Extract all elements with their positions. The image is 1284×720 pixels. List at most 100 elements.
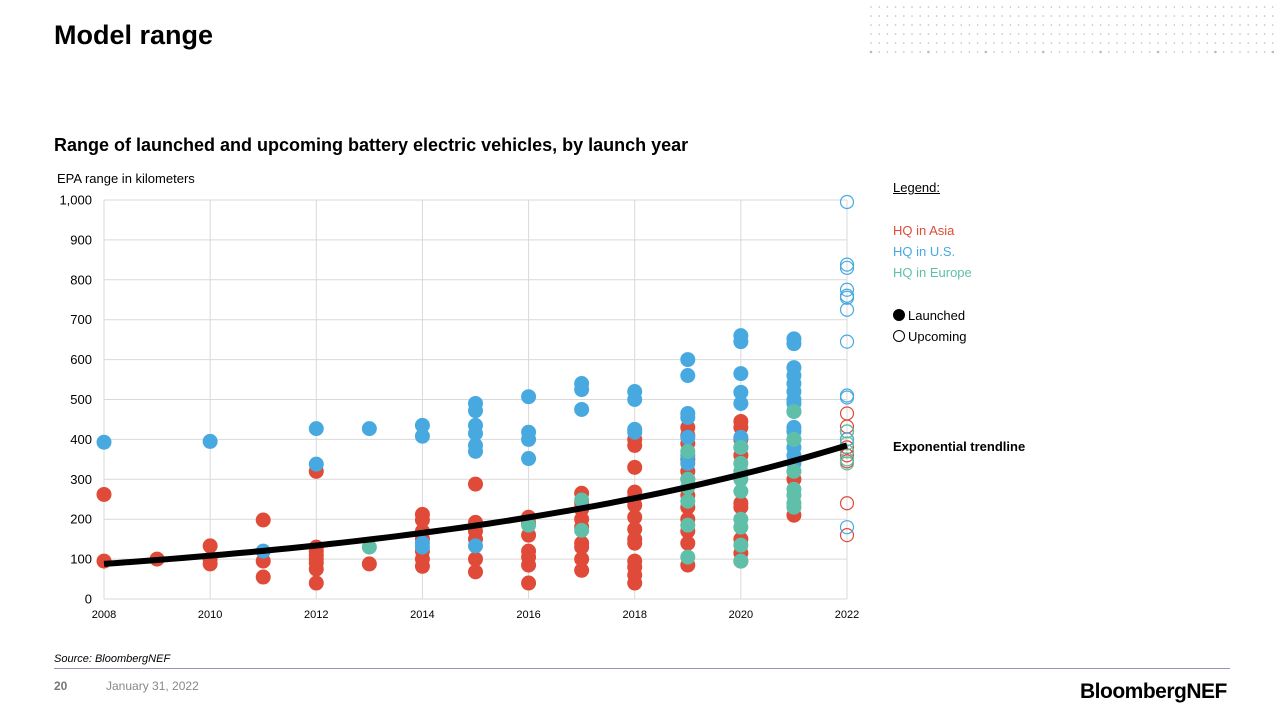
decor-dot xyxy=(1034,51,1036,53)
decor-dot xyxy=(1214,24,1217,26)
decor-dot xyxy=(1206,51,1208,53)
decor-dot xyxy=(878,33,880,35)
decor-dot xyxy=(1116,33,1118,35)
data-point-launched xyxy=(786,403,802,419)
decor-dot xyxy=(1214,33,1217,35)
decor-dot xyxy=(952,6,954,8)
x-tick-label: 2022 xyxy=(835,609,859,621)
decor-dot xyxy=(1075,51,1077,53)
y-axis-label: EPA range in kilometers xyxy=(57,171,195,186)
y-tick-label: 1,000 xyxy=(59,193,92,208)
data-point-launched xyxy=(627,509,643,525)
decor-dot xyxy=(1222,33,1225,35)
decor-dot xyxy=(1132,15,1135,17)
filled-circle-icon xyxy=(893,309,905,321)
decor-dot xyxy=(1067,33,1069,35)
data-point-launched xyxy=(574,401,590,417)
decor-dot xyxy=(1050,33,1053,35)
decor-dot xyxy=(927,24,930,26)
decor-dot xyxy=(1058,6,1061,8)
decor-dot xyxy=(903,51,905,53)
data-point-launched xyxy=(468,443,483,459)
decor-dot xyxy=(903,24,905,26)
decor-dot xyxy=(903,6,905,8)
decor-dot xyxy=(1181,51,1184,53)
data-point-upcoming xyxy=(839,528,855,543)
data-point-upcoming xyxy=(839,424,855,439)
decor-dot xyxy=(968,6,971,8)
decor-dot xyxy=(968,33,971,35)
data-point-launched xyxy=(468,476,483,492)
decor-dot xyxy=(1017,6,1020,8)
decor-dot xyxy=(1165,42,1167,44)
decor-dot xyxy=(1206,24,1208,26)
open-circle-icon xyxy=(893,330,905,342)
y-tick-label: 400 xyxy=(70,432,92,447)
decor-dot xyxy=(878,15,880,17)
data-point-launched xyxy=(680,455,696,471)
decor-dot xyxy=(886,51,889,53)
decor-dot xyxy=(1222,6,1225,8)
data-point-launched xyxy=(574,551,590,567)
data-point-launched xyxy=(627,424,643,440)
decor-dot xyxy=(1009,6,1012,8)
decor-dot xyxy=(1132,33,1135,35)
decor-dot xyxy=(1181,33,1184,35)
decor-dot xyxy=(935,24,938,26)
decor-dot xyxy=(927,6,930,8)
decor-dot xyxy=(1190,15,1192,17)
trendline-label: Exponential trendline xyxy=(893,439,1026,454)
decor-dot xyxy=(1190,42,1192,44)
decor-dot xyxy=(1165,15,1167,17)
decor-dot xyxy=(1017,15,1020,17)
data-point-launched xyxy=(680,517,696,533)
decor-dot xyxy=(960,33,962,35)
decor-dot xyxy=(927,42,930,44)
data-point-launched xyxy=(574,562,590,578)
decor-dot xyxy=(1157,24,1159,26)
data-point-launched xyxy=(521,517,537,533)
data-point-launched xyxy=(680,535,696,551)
data-point-launched xyxy=(786,431,802,447)
decor-dot xyxy=(1263,33,1266,35)
data-point-upcoming xyxy=(839,257,855,272)
data-point-launched xyxy=(468,551,483,567)
x-tick-label: 2016 xyxy=(516,609,540,621)
decor-dot xyxy=(968,15,971,17)
decor-dot xyxy=(1140,24,1143,26)
data-point-launched xyxy=(96,486,112,502)
decor-dot xyxy=(1042,33,1044,35)
decor-dot xyxy=(911,42,913,44)
decor-dot xyxy=(1247,33,1249,35)
decor-dot xyxy=(944,24,946,26)
decor-dot xyxy=(919,6,921,8)
decor-dot xyxy=(903,42,905,44)
data-point-launched xyxy=(786,463,802,479)
decor-dot xyxy=(1222,51,1225,53)
decor-dot xyxy=(1132,6,1135,8)
data-point-launched xyxy=(521,557,537,573)
data-point-upcoming xyxy=(839,452,855,467)
decor-dot xyxy=(1140,33,1143,35)
decor-dot xyxy=(1009,15,1012,17)
decor-dot xyxy=(1017,24,1020,26)
decor-dot xyxy=(935,51,938,53)
decor-dot xyxy=(1009,42,1012,44)
y-tick-label: 100 xyxy=(70,552,92,567)
decor-dot xyxy=(919,51,921,53)
decor-dot xyxy=(952,15,954,17)
y-tick-label: 200 xyxy=(70,512,92,527)
decor-dot xyxy=(1034,6,1036,8)
decor-dot xyxy=(935,15,938,17)
decor-dot xyxy=(886,6,889,8)
decor-dot xyxy=(886,33,889,35)
footer-divider xyxy=(54,668,1230,669)
data-point-launched xyxy=(521,389,537,405)
legend-upcoming-label: Upcoming xyxy=(908,329,967,344)
decor-dot xyxy=(1149,6,1151,8)
decor-dot xyxy=(1001,24,1003,26)
data-point-upcoming xyxy=(839,448,855,463)
decor-dot xyxy=(1173,24,1176,26)
decor-dot xyxy=(1272,24,1274,26)
decor-dot xyxy=(1214,15,1217,17)
